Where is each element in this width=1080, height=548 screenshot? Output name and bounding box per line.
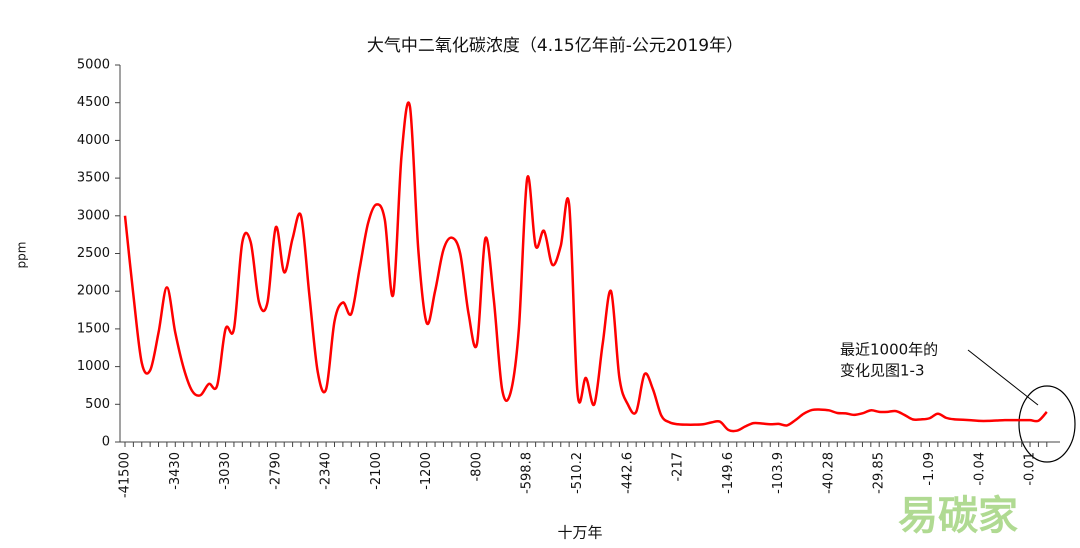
x-tick-label: -598.8: [520, 452, 535, 494]
x-tick-label: -800: [469, 452, 484, 482]
y-tick-label: 4000: [77, 133, 110, 148]
y-tick-label: 2000: [77, 284, 110, 299]
x-tick-label: -103.9: [771, 452, 786, 494]
x-tick-label: -1200: [419, 452, 434, 490]
y-tick-label: 4500: [77, 95, 110, 110]
x-tick-label: -40.28: [821, 452, 836, 494]
y-tick-label: 0: [102, 435, 110, 450]
x-tick-label: -0.01: [1023, 452, 1038, 486]
x-tick-label: -41500: [118, 452, 133, 498]
x-tick-label: -3430: [168, 452, 183, 490]
x-tick-label: -442.6: [620, 452, 635, 494]
x-tick-label: -3030: [218, 452, 233, 490]
y-tick-label: 3000: [77, 208, 110, 223]
x-tick-label: -2100: [369, 452, 384, 490]
x-tick-label: -2790: [268, 452, 283, 490]
y-tick-label: 3500: [77, 171, 110, 186]
x-tick-label: -2340: [319, 452, 334, 490]
y-tick-label: 500: [85, 397, 110, 412]
x-tick-label: -217: [671, 452, 686, 482]
annotation-arrow: [967, 349, 1039, 406]
y-tick-label: 5000: [77, 58, 110, 73]
annotation: 最近1000年的: [840, 341, 938, 359]
chart-title: 大气中二氧化碳浓度（4.15亿年前-公元2019年）: [367, 36, 743, 56]
x-tick-label: -0.04: [972, 452, 987, 486]
data-line: [123, 101, 1048, 433]
y-tick-label: 1000: [77, 359, 110, 374]
x-tick-label: -1.09: [922, 452, 937, 486]
x-axis-label: 十万年: [557, 524, 602, 542]
y-tick-label: 1500: [77, 321, 110, 336]
annotation: 变化见图1-3: [840, 362, 925, 380]
x-tick-label: -149.6: [721, 452, 736, 494]
highlight-ellipse: [1018, 385, 1076, 463]
watermark: 易碳家: [898, 493, 1018, 539]
y-tick-label: 2500: [77, 246, 110, 261]
y-axis-label: ppm: [15, 242, 29, 269]
x-tick-label: -510.2: [570, 452, 585, 494]
x-tick-label: -29.85: [872, 452, 887, 494]
